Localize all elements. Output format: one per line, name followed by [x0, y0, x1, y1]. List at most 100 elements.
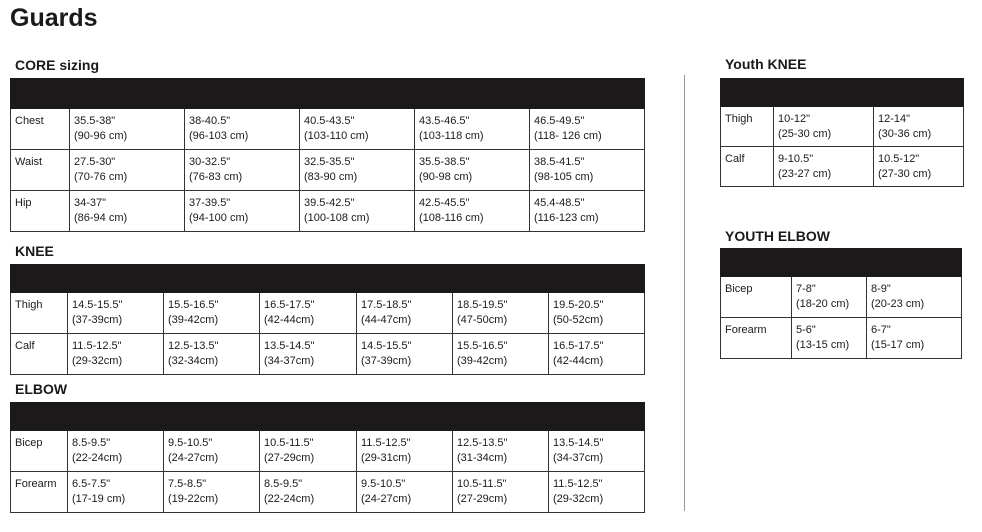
- inches-value: 9.5-10.5": [168, 437, 213, 449]
- cm-value: (44-47cm): [361, 314, 412, 326]
- cm-value: (34-37cm): [264, 355, 315, 367]
- cm-value: (94-100 cm): [189, 212, 249, 224]
- row-label: Waist: [10, 149, 70, 191]
- size-cell: 40.5-43.5" (103-110 cm): [299, 108, 415, 150]
- youth-knee-table: Thigh 10-12" (25-30 cm) 12-14" (30-36 cm) Cal…: [719, 78, 965, 187]
- size-cell: 9-10.5" (23-27 cm): [773, 146, 874, 187]
- inches-value: 16.5-17.5": [264, 299, 315, 311]
- inches-value: 14.5-15.5": [72, 299, 123, 311]
- header-row: [9, 78, 646, 109]
- cm-value: (86-94 cm): [74, 212, 128, 224]
- inches-value: 12-14": [878, 113, 911, 125]
- size-cell: 35.5-38" (90-96 cm): [69, 108, 185, 150]
- youth-elbow-table: Bicep 7-8" (18-20 cm) 8-9" (20-23 cm) Forearm…: [719, 248, 963, 359]
- size-cell: 10.5-11.5" (27-29cm): [259, 430, 357, 472]
- elbow-table: Bicep 8.5-9.5" (22-24cm) 9.5-10.5" (24-27cm)…: [9, 402, 646, 513]
- table-row: Forearm 6.5-7.5" (17-19 cm) 7.5-8.5" (19-22c…: [10, 471, 646, 513]
- size-cell: 6.5-7.5" (17-19 cm): [67, 471, 164, 513]
- size-cell: 42.5-45.5" (108-116 cm): [414, 190, 530, 232]
- inches-value: 35.5-38": [74, 115, 116, 127]
- cm-value: (29-32cm): [72, 355, 123, 367]
- inches-value: 16.5-17.5": [553, 340, 604, 352]
- size-cell: 12-14" (30-36 cm): [872, 106, 965, 147]
- cm-value: (83-90 cm): [304, 171, 358, 183]
- cm-value: (29-32cm): [553, 493, 604, 505]
- inches-value: 34-37": [74, 197, 107, 209]
- youth-elbow-label: YOUTH ELBOW: [725, 228, 830, 244]
- row-label: Hip: [10, 190, 70, 232]
- cm-value: (23-27 cm): [778, 168, 832, 180]
- core-sizing-table: Chest 35.5-38" (90-96 cm) 38-40.5" (96-103 c…: [9, 78, 646, 232]
- size-cell: 38-40.5" (96-103 cm): [184, 108, 300, 150]
- cm-value: (47-50cm): [457, 314, 508, 326]
- inches-value: 11.5-12.5": [553, 478, 603, 490]
- cm-value: (50-52cm): [553, 314, 604, 326]
- size-cell: 12.5-13.5" (31-34cm): [452, 430, 549, 472]
- size-cell: 11.5-12.5" (29-32cm): [547, 471, 646, 513]
- inches-value: 18.5-19.5": [457, 299, 508, 311]
- header-bar: [9, 264, 646, 293]
- inches-value: 8-9": [871, 283, 891, 295]
- header-bar: [9, 402, 646, 431]
- table-row: Forearm 5-6" (13-15 cm) 6-7" (15-17 cm): [720, 317, 963, 359]
- size-cell: 11.5-12.5" (29-32cm): [67, 333, 164, 375]
- cm-value: (22-24cm): [264, 493, 315, 505]
- row-label: Bicep: [10, 430, 68, 472]
- size-cell: 45.4-48.5" (116-123 cm): [528, 190, 646, 232]
- cm-value: (100-108 cm): [304, 212, 370, 224]
- header-bar: [719, 248, 963, 277]
- inches-value: 45.4-48.5": [534, 197, 585, 209]
- size-cell: 8.5-9.5" (22-24cm): [259, 471, 357, 513]
- row-label: Forearm: [720, 317, 792, 359]
- inches-value: 7.5-8.5": [168, 478, 207, 490]
- header-row: [719, 78, 965, 107]
- cm-value: (30-36 cm): [878, 128, 932, 140]
- inches-value: 11.5-12.5": [361, 437, 411, 449]
- cm-value: (27-30 cm): [878, 168, 932, 180]
- table-row: Thigh 14.5-15.5" (37-39cm) 15.5-16.5" (39-42…: [10, 292, 646, 334]
- size-cell: 19.5-20.5" (50-52cm): [547, 292, 646, 334]
- inches-value: 35.5-38.5": [419, 156, 470, 168]
- cm-value: (32-34cm): [168, 355, 219, 367]
- inches-value: 27.5-30": [74, 156, 116, 168]
- size-cell: 6-7" (15-17 cm): [865, 317, 963, 359]
- cm-value: (24-27cm): [361, 493, 412, 505]
- size-cell: 14.5-15.5" (37-39cm): [356, 333, 453, 375]
- header-row: [9, 402, 646, 431]
- size-cell: 46.5-49.5" (118- 126 cm): [528, 108, 646, 150]
- size-cell: 14.5-15.5" (37-39cm): [67, 292, 164, 334]
- size-cell: 8.5-9.5" (22-24cm): [67, 430, 164, 472]
- row-label: Calf: [720, 146, 774, 187]
- inches-value: 38.5-41.5": [534, 156, 585, 168]
- cm-value: (34-37cm): [553, 452, 604, 464]
- row-label: Forearm: [10, 471, 68, 513]
- table-row: Hip 34-37" (86-94 cm) 37-39.5" (94-100 cm) 39…: [10, 190, 646, 232]
- size-cell: 27.5-30" (70-76 cm): [69, 149, 185, 191]
- size-cell: 16.5-17.5" (42-44cm): [259, 292, 357, 334]
- inches-value: 6-7": [871, 324, 891, 336]
- inches-value: 13.5-14.5": [553, 437, 604, 449]
- cm-value: (27-29cm): [264, 452, 315, 464]
- core-sizing-label: CORE sizing: [15, 57, 100, 73]
- size-cell: 7-8" (18-20 cm): [791, 276, 867, 318]
- inches-value: 7-8": [796, 283, 816, 295]
- size-cell: 9.5-10.5" (24-27cm): [356, 471, 453, 513]
- size-cell: 16.5-17.5" (42-44cm): [547, 333, 646, 375]
- row-label: Chest: [10, 108, 70, 150]
- cm-value: (98-105 cm): [534, 171, 594, 183]
- header-row: [719, 248, 963, 277]
- inches-value: 38-40.5": [189, 115, 231, 127]
- cm-value: (42-44cm): [264, 314, 315, 326]
- section-divider: [684, 75, 685, 511]
- size-cell: 18.5-19.5" (47-50cm): [452, 292, 549, 334]
- inches-value: 42.5-45.5": [419, 197, 470, 209]
- size-cell: 10-12" (25-30 cm): [773, 106, 874, 147]
- header-bar: [719, 78, 965, 107]
- size-cell: 39.5-42.5" (100-108 cm): [299, 190, 415, 232]
- cm-value: (37-39cm): [72, 314, 123, 326]
- cm-value: (31-34cm): [457, 452, 508, 464]
- cm-value: (76-83 cm): [189, 171, 243, 183]
- knee-label: KNEE: [15, 243, 54, 259]
- size-cell: 17.5-18.5" (44-47cm): [356, 292, 453, 334]
- inches-value: 10.5-11.5": [264, 437, 314, 449]
